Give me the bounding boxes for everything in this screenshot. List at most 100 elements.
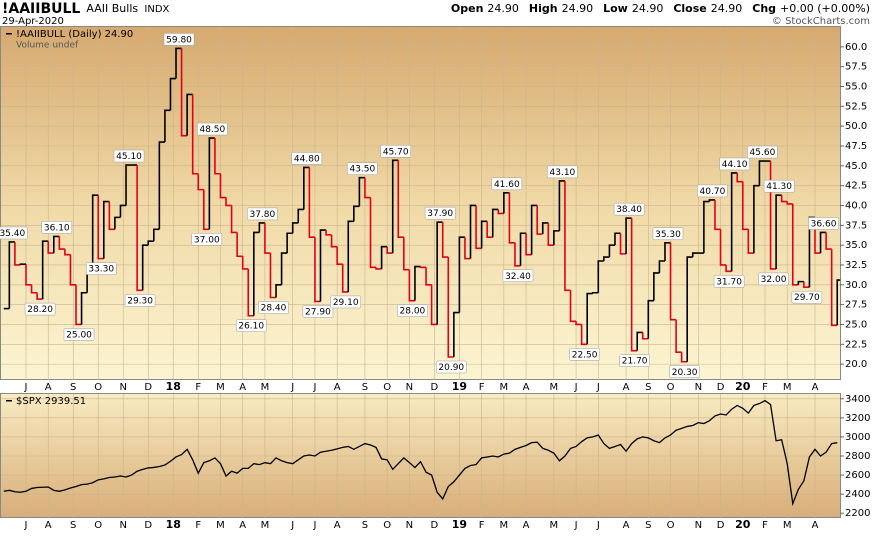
step-segment (603, 256, 610, 262)
value-label-box (63, 328, 95, 341)
y-tick-label: 25.0 (845, 319, 867, 330)
step-segment (453, 311, 460, 357)
step-segment (119, 204, 127, 218)
step-segment (491, 208, 499, 238)
step-segment (558, 180, 565, 231)
step-segment (375, 267, 382, 270)
value-label: 37.00 (194, 235, 220, 245)
value-label: 48.50 (199, 125, 225, 135)
x-tick-label: J (290, 520, 294, 531)
step-segment (708, 199, 715, 202)
step-segment (730, 172, 738, 272)
step-segment (653, 272, 660, 301)
step-segment (664, 241, 671, 262)
value-label-box (547, 165, 578, 179)
x-tick-label: M (261, 520, 270, 531)
step-segment (169, 77, 177, 111)
x-tick-label: M (500, 520, 509, 531)
x-tick-label: S (362, 382, 368, 393)
step-segment (219, 173, 227, 199)
x-tick-label: N (119, 382, 126, 393)
step-segment (791, 203, 799, 286)
y-tick-label: 32.5 (845, 260, 867, 271)
step-segment (8, 241, 15, 309)
value-label-box (613, 202, 645, 216)
step-segment (125, 164, 132, 206)
step-segment (725, 264, 732, 273)
x-tick-label: O (94, 382, 102, 393)
x-tick-label: A (623, 382, 630, 393)
step-segment (147, 240, 154, 246)
step-segment (469, 204, 477, 259)
step-segment (547, 222, 554, 246)
x-tick-label: S (70, 520, 76, 531)
y-tick-label: 2800 (845, 451, 870, 462)
y-tick-label: 22.5 (845, 339, 867, 350)
step-segment (686, 256, 693, 362)
value-label: 22.50 (572, 350, 598, 360)
quote-label: Chg (752, 2, 776, 15)
value-label-box (436, 360, 467, 374)
step-segment (253, 231, 260, 316)
x-tick-label: F (195, 382, 201, 393)
step-segment (64, 249, 71, 256)
step-segment (180, 48, 188, 137)
step-segment (647, 299, 654, 339)
step-segment (758, 160, 765, 186)
y-tick-label: 55.0 (845, 81, 867, 92)
x-tick-label: M (216, 520, 225, 531)
step-segment (75, 284, 82, 326)
x-tick-label: 20 (735, 380, 751, 393)
step-segment (636, 331, 643, 351)
y-tick-label: 35.0 (845, 240, 867, 251)
step-segment (625, 217, 632, 254)
step-segment (247, 268, 254, 317)
quote-value: 24.90 (632, 2, 664, 15)
step-segment (208, 137, 215, 230)
x-tick-label: A (623, 520, 630, 531)
value-label-box (0, 226, 28, 240)
step-segment (419, 266, 427, 269)
step-segment (330, 234, 338, 248)
step-segment (464, 237, 471, 260)
x-tick-label: J (312, 382, 316, 393)
step-segment (658, 260, 665, 273)
x-tick-label: S (645, 382, 651, 393)
note: Volume undef (16, 41, 79, 51)
value-label-box (758, 272, 789, 286)
step-segment (608, 244, 615, 258)
value-label-box (235, 319, 267, 332)
step-segment (314, 237, 321, 303)
step-segment (691, 252, 699, 258)
step-segment (175, 47, 182, 79)
value-label: 26.10 (238, 322, 264, 332)
value-label: 44.80 (294, 154, 320, 164)
y-tick-label: 30.0 (845, 280, 867, 291)
value-label: 33.30 (88, 265, 114, 275)
legend-swatch (6, 400, 12, 402)
step-segment (347, 220, 354, 292)
step-segment (736, 172, 743, 183)
x-tick-label: M (216, 382, 225, 393)
value-label: 20.30 (672, 368, 698, 378)
value-label: 38.40 (616, 205, 642, 215)
value-label-box (24, 302, 56, 316)
exchange: INDX (144, 4, 169, 15)
step-segment (747, 229, 754, 254)
step-segment (297, 208, 304, 223)
step-segment (186, 93, 193, 136)
x-tick-label: J (24, 382, 28, 393)
y-tick-label: 40.0 (845, 200, 867, 211)
step-segment (564, 180, 571, 292)
step-segment (358, 176, 365, 207)
step-segment (675, 319, 682, 354)
step-segment (364, 177, 371, 199)
step-segment (36, 292, 43, 300)
step-segment (291, 222, 299, 234)
y-tick-label: 45.0 (845, 161, 867, 172)
value-label: 27.90 (305, 307, 331, 317)
line (3, 399, 838, 507)
x-tick-label: M (500, 382, 509, 393)
x-tick-label: O (667, 382, 675, 393)
value-label: 35.30 (655, 230, 681, 240)
